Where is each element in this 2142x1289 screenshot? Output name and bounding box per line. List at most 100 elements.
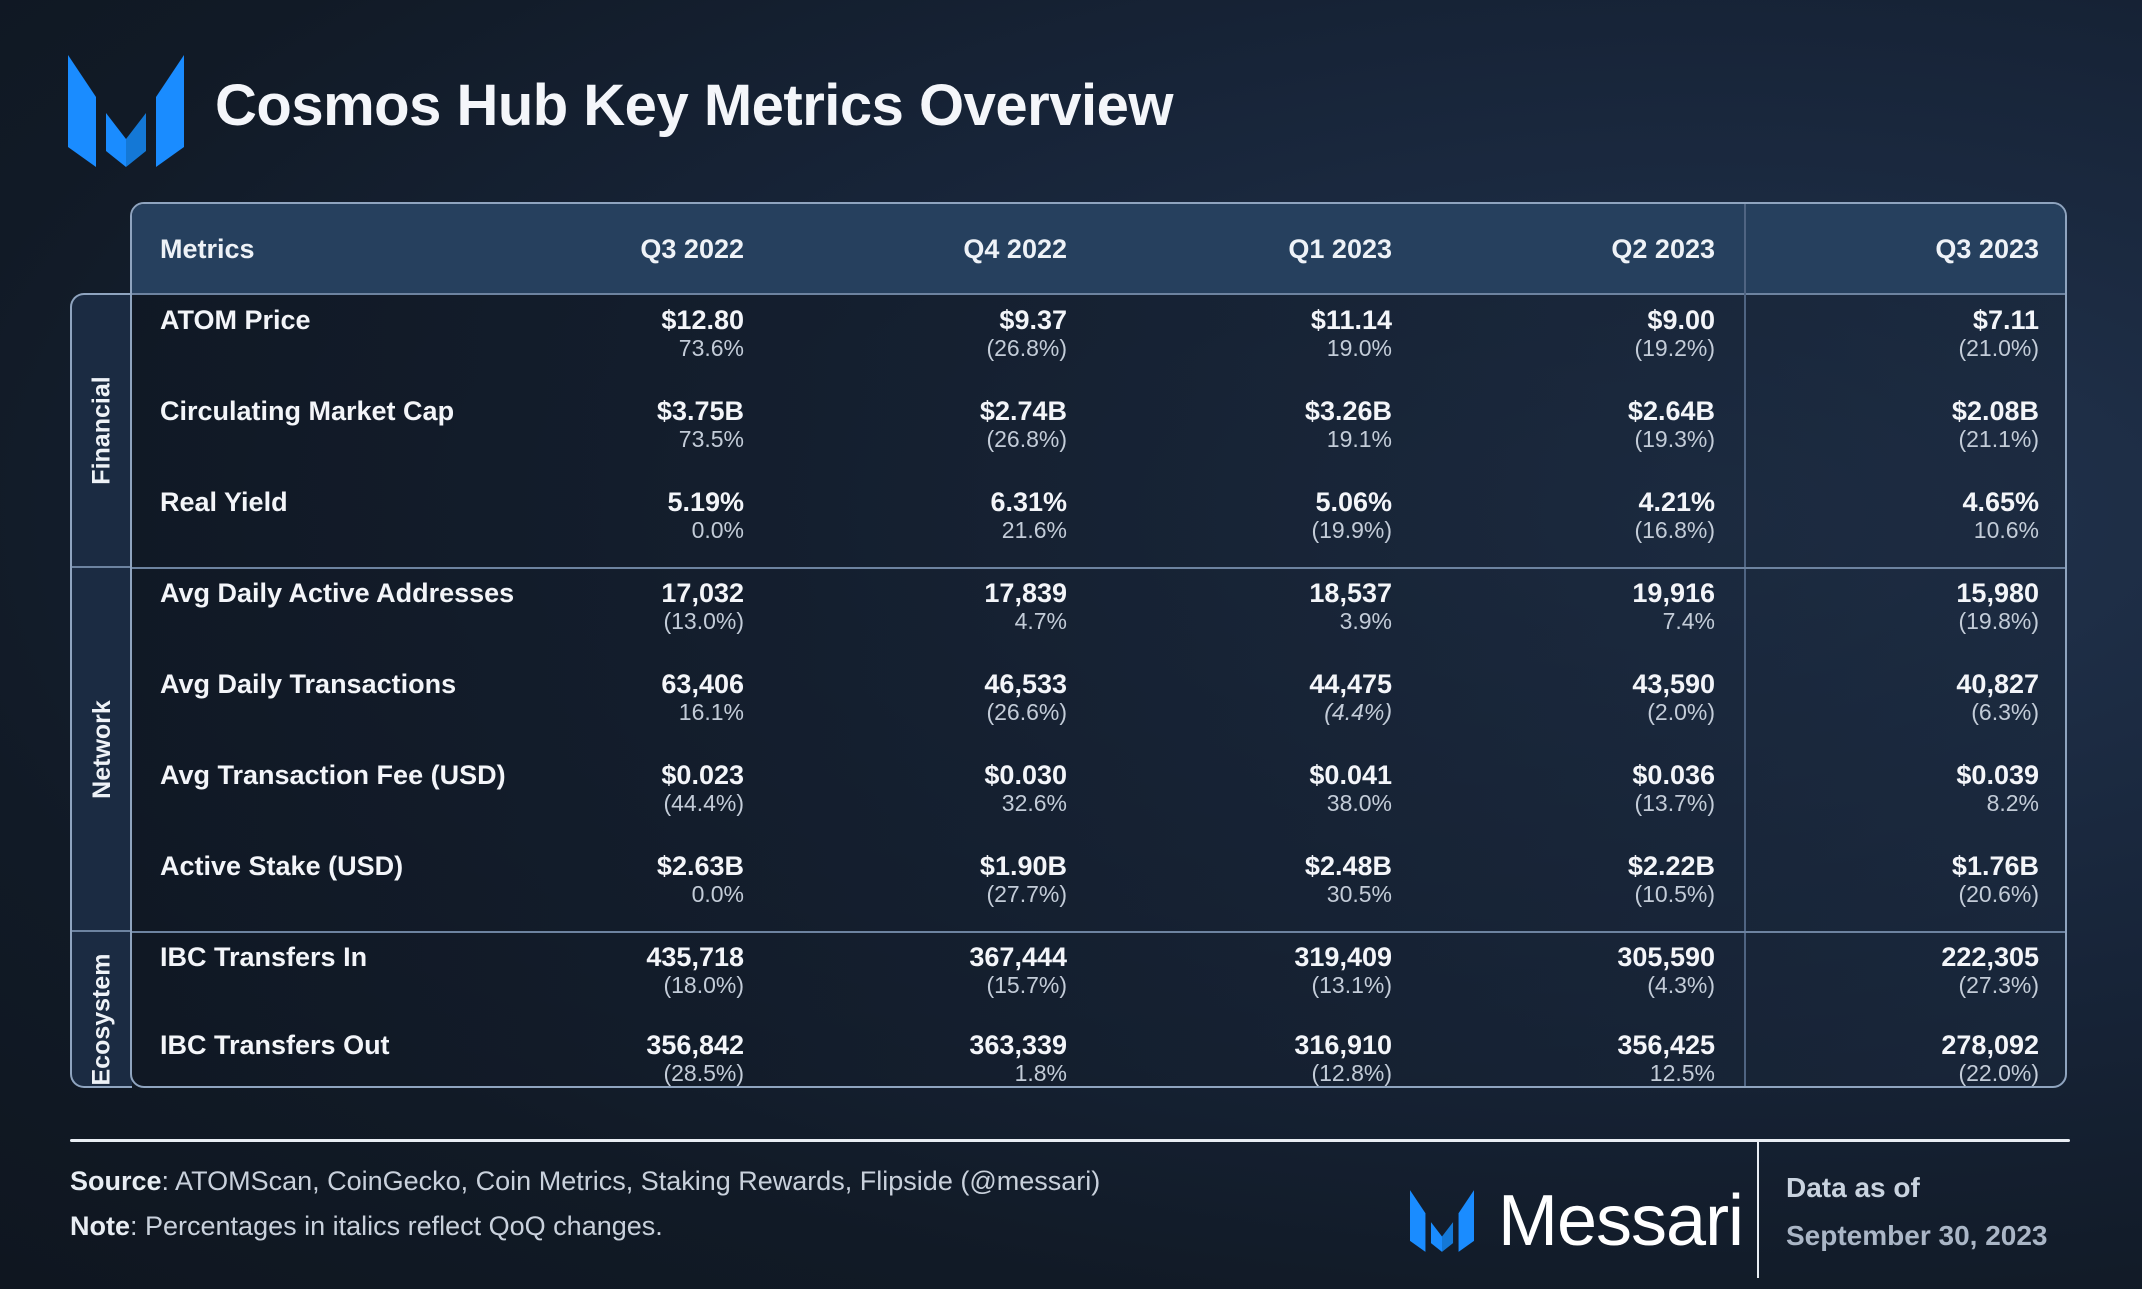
header-period: Q3 2022 [640,234,744,264]
group-divider [132,931,2065,933]
qoq-change: (16.8%) [1634,517,1715,543]
metric-value: 4.21% [1638,487,1715,517]
metric-value: 319,409 [1294,942,1392,972]
metric-value: $7.11 [1972,305,2039,335]
qoq-change: 19.1% [1326,426,1392,452]
qoq-change: (4.4%) [1324,699,1392,725]
qoq-change: 4.7% [1014,608,1067,634]
metric-value: 5.06% [1315,487,1392,517]
qoq-change: (19.3%) [1634,426,1715,452]
header-period: Q4 2022 [963,234,1067,264]
qoq-change: 73.6% [678,335,744,361]
header-period: Q2 2023 [1611,234,1715,264]
metric-value: 43,590 [1632,669,1715,699]
metric-value: 278,092 [1941,1030,2039,1060]
qoq-change: 19.0% [1326,335,1392,361]
metric-label: IBC Transfers In [160,942,368,972]
metric-value: $12.80 [661,305,744,335]
metric-value: 17,032 [661,578,744,608]
source-line: Source: ATOMScan, CoinGecko, Coin Metric… [70,1166,1100,1197]
metric-value: 18,537 [1309,578,1392,608]
metric-value: $0.041 [1309,760,1392,790]
metric-value: $11.14 [1310,305,1392,335]
metric-value: $1.76B [1951,851,2039,881]
metric-value: 305,590 [1617,942,1715,972]
page-title: Cosmos Hub Key Metrics Overview [215,73,1173,138]
qoq-change: (15.7%) [986,972,1067,998]
metric-value: $0.039 [1956,760,2039,790]
note-label: Note [70,1211,130,1241]
metric-value: 6.31% [990,487,1067,517]
qoq-change: (27.7%) [986,881,1067,907]
qoq-change: (21.0%) [1958,335,2039,361]
qoq-change: (44.4%) [663,790,744,816]
table-row: Circulating Market Cap $3.75B 73.5% $2.74B(… [132,386,2065,477]
qoq-change: 12.5% [1649,1060,1715,1086]
qoq-change: 8.2% [1986,790,2039,816]
metric-value: $2.63B [656,851,744,881]
qoq-change: (21.1%) [1958,426,2039,452]
metric-value: 356,425 [1617,1030,1715,1060]
metric-label: Real Yield [160,487,288,517]
qoq-change: (18.0%) [663,972,744,998]
metric-value: $3.75B [656,396,744,426]
qoq-change: (26.8%) [986,335,1067,361]
table-row: Avg Transaction Fee (USD) $0.023 (44.4%) $0… [132,750,2065,841]
qoq-change: 30.5% [1326,881,1392,907]
metric-label: Avg Daily Active Addresses [160,578,515,608]
qoq-change: (19.8%) [1958,608,2039,634]
messari-logo-icon [68,55,184,167]
header-period: Q3 2023 [1935,234,2039,264]
data-as-of-label: Data as of [1786,1172,1920,1203]
qoq-change: (2.0%) [1647,699,1715,725]
qoq-change: (6.3%) [1971,699,2039,725]
category-column: Financial Network Ecosystem [70,293,132,1088]
metric-value: 367,444 [969,942,1067,972]
table-row: IBC Transfers In 435,718 (18.0%) 367,444 (15… [132,932,2065,1020]
qoq-change: (10.5%) [1634,881,1715,907]
qoq-change: 16.1% [678,699,744,725]
qoq-change: 38.0% [1326,790,1392,816]
table-row: Avg Daily Transactions 63,406 16.1% 46,533(… [132,659,2065,750]
category-financial: Financial [72,295,132,568]
qoq-change: 1.8% [1014,1060,1067,1086]
table-row: Real Yield 5.19% 0.0% 6.31% 21.6% 5.06% (19.9%… [132,477,2065,568]
qoq-change: (28.5%) [663,1060,744,1086]
metric-label: ATOM Price [160,305,311,335]
qoq-change: 7.4% [1662,608,1715,634]
metrics-table: Metrics Q3 2022 Q4 2022 Q1 2023 Q2 2023 Q3 20… [130,202,2067,1088]
metric-value: 19,916 [1632,578,1715,608]
metric-value: 222,305 [1941,942,2039,972]
footer-vertical-divider [1757,1142,1759,1278]
metric-value: 4.65% [1962,487,2039,517]
qoq-change: 0.0% [691,881,744,907]
note-text: : Percentages in italics reflect QoQ cha… [130,1211,663,1241]
qoq-change: 73.5% [678,426,744,452]
table-row: IBC Transfers Out 356,842 (28.5%) 363,339 1.… [132,1020,2065,1086]
metric-value: $9.37 [999,305,1067,335]
brand-name: Messari [1498,1181,1744,1261]
qoq-change: (19.9%) [1311,517,1392,543]
metric-value: 46,533 [984,669,1067,699]
metric-value: 17,839 [984,578,1067,608]
metric-value: $0.030 [984,760,1067,790]
metric-value: 15,980 [1956,578,2039,608]
qoq-change: (13.1%) [1311,972,1392,998]
category-label: Network [87,699,116,799]
metric-value: $2.48B [1304,851,1392,881]
qoq-change: (27.3%) [1958,972,2039,998]
source-text: : ATOMScan, CoinGecko, Coin Metrics, Sta… [161,1166,1101,1196]
metric-value: $9.00 [1647,305,1715,335]
qoq-change: (22.0%) [1958,1060,2039,1086]
qoq-change: 0.0% [691,517,744,543]
category-label: Financial [87,376,116,485]
metric-value: $3.26B [1304,396,1392,426]
header-period: Q1 2023 [1288,234,1392,264]
metric-value: 435,718 [646,942,744,972]
metric-value: 63,406 [661,669,744,699]
metric-value: $0.023 [661,760,744,790]
qoq-change: (13.0%) [663,608,744,634]
metric-label: Avg Transaction Fee (USD) [160,760,506,790]
table-row: Active Stake (USD) $2.63B 0.0% $1.90B (27.7%… [132,841,2065,932]
metric-value: 40,827 [1956,669,2039,699]
